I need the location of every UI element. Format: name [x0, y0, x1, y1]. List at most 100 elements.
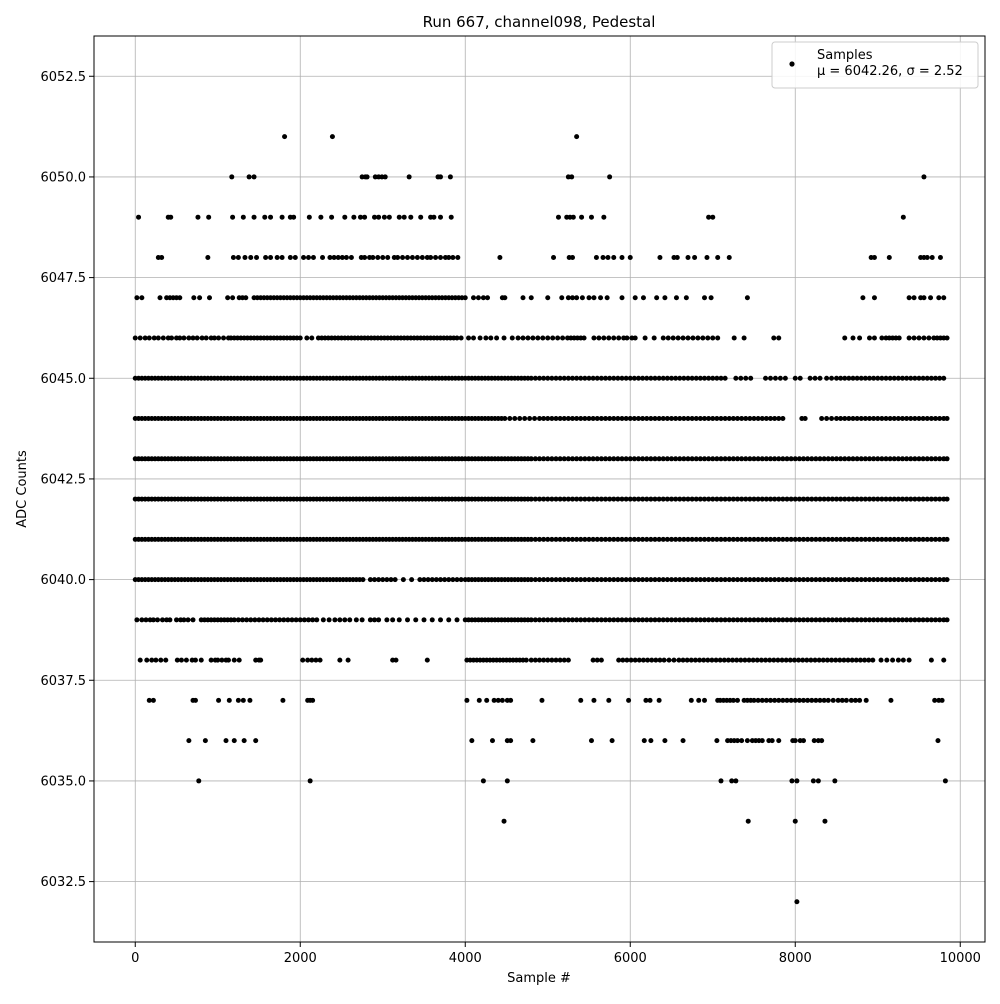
data-point	[900, 536, 905, 542]
data-point	[710, 456, 716, 462]
data-point	[537, 496, 542, 502]
data-point	[817, 496, 823, 502]
data-point	[632, 335, 638, 341]
data-point	[783, 657, 789, 663]
data-point	[530, 738, 536, 744]
data-point	[944, 577, 950, 583]
data-point	[924, 536, 930, 542]
data-point	[342, 617, 348, 623]
data-point	[591, 697, 597, 703]
data-point	[792, 496, 798, 502]
data-point	[615, 577, 621, 583]
data-point	[652, 577, 658, 583]
data-point	[685, 254, 691, 260]
data-point	[385, 254, 391, 260]
data-point	[211, 335, 217, 341]
data-point	[751, 536, 757, 542]
data-point	[685, 375, 691, 381]
data-point	[722, 617, 728, 623]
data-point	[796, 496, 802, 502]
data-point	[794, 899, 800, 905]
data-point	[185, 617, 191, 623]
data-point	[150, 617, 156, 623]
data-point	[150, 697, 156, 703]
data-point	[590, 496, 596, 502]
data-point	[718, 496, 724, 502]
data-point	[353, 617, 359, 623]
data-point	[730, 577, 736, 583]
data-point	[230, 214, 236, 220]
data-point	[582, 416, 588, 422]
data-point	[545, 536, 551, 542]
data-point	[879, 536, 885, 542]
data-point	[256, 617, 262, 623]
data-point	[794, 778, 800, 784]
data-point	[685, 577, 691, 583]
data-point	[582, 536, 588, 542]
data-point	[414, 254, 420, 260]
data-point	[751, 496, 757, 502]
data-point	[645, 657, 651, 663]
data-point	[673, 536, 679, 542]
data-point	[623, 456, 629, 462]
data-point	[300, 657, 306, 663]
data-point	[485, 295, 491, 301]
data-point	[684, 657, 690, 663]
data-point	[611, 617, 617, 623]
data-point	[850, 496, 856, 502]
data-point	[689, 375, 695, 381]
data-point	[739, 536, 745, 542]
data-point	[916, 456, 922, 462]
data-point	[706, 617, 712, 623]
data-point	[376, 577, 382, 583]
data-point	[834, 536, 839, 542]
data-point	[604, 295, 610, 301]
data-point	[900, 214, 906, 220]
data-point	[801, 456, 806, 462]
data-point	[674, 254, 680, 260]
data-point	[735, 536, 740, 542]
data-point	[636, 577, 641, 583]
data-point	[681, 416, 687, 422]
data-point	[240, 617, 245, 623]
data-point	[588, 738, 594, 744]
data-point	[199, 335, 205, 341]
data-point	[689, 536, 695, 542]
data-point	[192, 657, 198, 663]
data-point	[307, 778, 313, 784]
data-point	[944, 456, 950, 462]
data-point	[475, 295, 481, 301]
data-point	[656, 375, 662, 381]
data-point	[586, 456, 592, 462]
data-point	[598, 295, 604, 301]
data-point	[772, 697, 778, 703]
data-point	[225, 295, 231, 301]
data-point	[689, 496, 695, 502]
data-point	[532, 375, 538, 381]
data-point	[763, 577, 769, 583]
data-point	[908, 536, 914, 542]
data-point	[263, 254, 269, 260]
data-point	[532, 536, 538, 542]
data-point	[854, 456, 860, 462]
data-point	[611, 577, 617, 583]
data-point	[748, 375, 754, 381]
data-point	[871, 375, 877, 381]
data-point	[615, 375, 621, 381]
data-point	[669, 456, 674, 462]
data-point	[745, 818, 751, 824]
data-point	[829, 617, 835, 623]
data-point	[648, 456, 654, 462]
data-point	[714, 496, 720, 502]
data-point	[528, 657, 534, 663]
data-point	[871, 496, 877, 502]
data-point	[541, 617, 547, 623]
data-point	[825, 496, 831, 502]
data-point	[545, 657, 551, 663]
data-point	[528, 577, 534, 583]
data-point	[763, 375, 769, 381]
data-point	[262, 214, 268, 220]
data-point	[565, 375, 571, 381]
data-point	[656, 496, 662, 502]
data-point	[805, 617, 811, 623]
